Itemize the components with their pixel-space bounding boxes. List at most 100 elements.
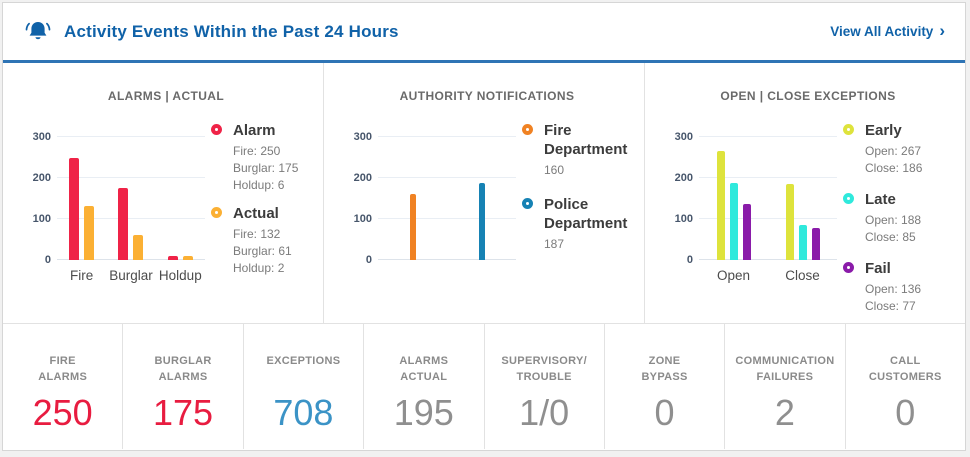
legend-text: Early Open: 267 Close: 186 (865, 121, 922, 177)
x-axis-labels (378, 268, 516, 287)
x-axis-labels: Open Close (699, 268, 837, 287)
legend-series-name: Late (865, 191, 896, 208)
stat-cards-row: FIRE ALARMS 250 BURGLAR ALARMS 175 EXCEPTIONS 7… (3, 324, 965, 449)
stat-card-supervisory-trouble: SUPERVISORY/TROUBLE 1/0 (483, 324, 604, 449)
legend-value: Burglar: 175 (233, 161, 299, 175)
legend-ring-icon (211, 207, 222, 218)
legend-item: Fail Open: 136 Close: 77 (843, 259, 957, 315)
view-all-activity-label: View All Activity (830, 24, 934, 39)
stat-card-label: ZONE BYPASS (605, 353, 724, 385)
legend-value: Close: 186 (865, 161, 923, 175)
stat-label-line: ACTUAL (400, 371, 448, 383)
stat-card-alarms-actual: ALARMS ACTUAL 195 (363, 324, 483, 449)
x-axis-label: Open (716, 268, 751, 283)
legend-item: Fire Department 160 (522, 121, 636, 179)
panel-authority-notifications: AUTHORITY NOTIFICATIONS 0 100 200 300 Fire … (323, 63, 644, 323)
bar (478, 183, 485, 260)
chart-plot-area: 0 100 200 300 (33, 131, 205, 266)
legend-value: 160 (544, 163, 565, 177)
chart-plot-area: 0 100 200 300 (675, 131, 837, 266)
legend-series-name: Fire Department (544, 122, 628, 158)
stat-label-line: ALARMS (399, 355, 449, 367)
y-axis-tick: 100 (32, 213, 51, 225)
y-axis-tick: 100 (353, 213, 372, 225)
legend-item: Early Open: 267 Close: 186 (843, 121, 957, 177)
legend-value: 187 (544, 237, 565, 251)
legend-value: Holdup: 6 (233, 178, 285, 192)
chart-legend: Early Open: 267 Close: 186 Late Open: 188 Clo… (843, 103, 957, 315)
bar-chart: 0 100 200 300 Open Close (659, 103, 843, 315)
legend-ring-icon (522, 198, 533, 209)
stat-card-value: 0 (654, 392, 675, 433)
stat-card-label: ALARMS ACTUAL (364, 353, 483, 385)
legend-text: Fail Open: 136 Close: 77 (865, 259, 921, 315)
stat-card-value: 250 (32, 392, 93, 433)
stat-card-value: 1/0 (519, 392, 570, 433)
y-axis-tick: 300 (32, 131, 51, 143)
stat-card-value: 195 (393, 392, 454, 433)
view-all-activity-link[interactable]: View All Activity › (830, 22, 945, 39)
stat-label-line: FAILURES (756, 371, 814, 383)
stat-label-line: EXCEPTIONS (266, 355, 341, 367)
bar-group (768, 137, 837, 260)
bar (798, 225, 807, 260)
stat-label-line: TROUBLE (516, 371, 572, 383)
page-title: Activity Events Within the Past 24 Hours (64, 21, 399, 41)
legend-text: Fire Department 160 (544, 121, 636, 179)
gridline (378, 136, 516, 137)
activity-events-widget: Activity Events Within the Past 24 Hours… (2, 2, 966, 451)
bar (118, 188, 129, 260)
bar (811, 228, 820, 260)
bell-icon (25, 21, 51, 43)
y-axis-tick: 0 (365, 254, 372, 266)
x-axis-label: Burglar (109, 268, 153, 283)
legend-value: Open: 267 (865, 144, 922, 158)
legend-item: Actual Fire: 132 Burglar: 61 Holdup: 2 (211, 204, 315, 277)
bar (167, 256, 178, 260)
chart-legend: Alarm Fire: 250 Burglar: 175 Holdup: 6 Actua… (211, 103, 315, 287)
stat-label-line: CUSTOMERS (868, 371, 942, 383)
y-axis-tick: 200 (674, 172, 693, 184)
bar-group (106, 137, 155, 260)
bar (84, 205, 95, 260)
legend-value: Close: 85 (865, 230, 916, 244)
bar-group (447, 137, 516, 260)
gridline (699, 136, 837, 137)
stat-card-label: SUPERVISORY/TROUBLE (485, 353, 604, 385)
bar-group (156, 137, 205, 260)
y-axis-tick: 300 (674, 131, 693, 143)
stat-card-exceptions: EXCEPTIONS 708 (242, 324, 363, 449)
stat-card-value: 708 (273, 392, 334, 433)
legend-item: Late Open: 188 Close: 85 (843, 190, 957, 246)
stat-label-line: ALARMS (158, 371, 208, 383)
panel-body: 0 100 200 300 Open Close Early Open: 267 Close… (659, 103, 957, 315)
bar-chart: 0 100 200 300 Fire Burglar Holdup (17, 103, 211, 287)
chart-plot-area: 0 100 200 300 (354, 131, 516, 266)
stat-card-label: CALL CUSTOMERS (846, 353, 965, 385)
stat-card-label: FIRE ALARMS (3, 353, 122, 385)
stat-card-label: BURGLAR ALARMS (123, 353, 242, 385)
bar (409, 194, 416, 260)
legend-series-name: Fail (865, 260, 891, 277)
legend-value: Open: 136 (865, 282, 922, 296)
x-axis-labels: Fire Burglar Holdup (57, 268, 205, 287)
y-axis-tick: 0 (44, 254, 51, 266)
bar-group (699, 137, 768, 260)
legend-ring-icon (843, 262, 854, 273)
bar-groups (378, 137, 516, 260)
stat-card-communication-failures: COMMUNICATION FAILURES 2 (724, 324, 844, 449)
gridline (378, 177, 516, 178)
x-axis-label: Fire (70, 268, 94, 283)
gridline (378, 218, 516, 219)
panel-title: AUTHORITY NOTIFICATIONS (399, 89, 575, 103)
bar-group (57, 137, 106, 260)
stat-card-value: 2 (774, 392, 795, 433)
bar (69, 157, 80, 260)
bar (742, 204, 751, 260)
legend-text: Late Open: 188 Close: 85 (865, 190, 921, 246)
stat-label-line: FIRE (49, 355, 76, 367)
bar-groups (699, 137, 837, 260)
gridline (378, 259, 516, 260)
chart-legend: Fire Department 160 Police Department 187 (522, 103, 636, 287)
y-axis-tick: 200 (353, 172, 372, 184)
